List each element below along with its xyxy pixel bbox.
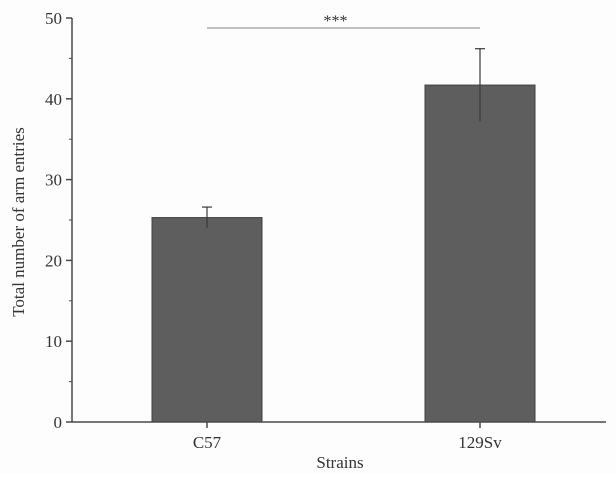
y-ticks: 0 10 20 30 40 50: [45, 9, 72, 432]
y-tick-label: 40: [45, 90, 62, 109]
bar-129sv: [424, 84, 536, 423]
x-axis-label: Strains: [316, 453, 363, 472]
y-tick-label: 10: [45, 332, 62, 351]
x-ticks: C57 129Sv: [193, 422, 502, 452]
x-tick-label: 129Sv: [458, 433, 502, 452]
y-axis-label: Total number of arm entries: [9, 127, 28, 317]
y-tick-label: 0: [54, 413, 63, 432]
y-tick-label: 30: [45, 171, 62, 190]
significance-label: ***: [324, 13, 348, 30]
y-tick-label: 20: [45, 251, 62, 270]
y-tick-label: 50: [45, 9, 62, 28]
plot-area: ***: [151, 13, 536, 423]
x-tick-label: C57: [193, 433, 222, 452]
bar-c57: [151, 217, 263, 423]
